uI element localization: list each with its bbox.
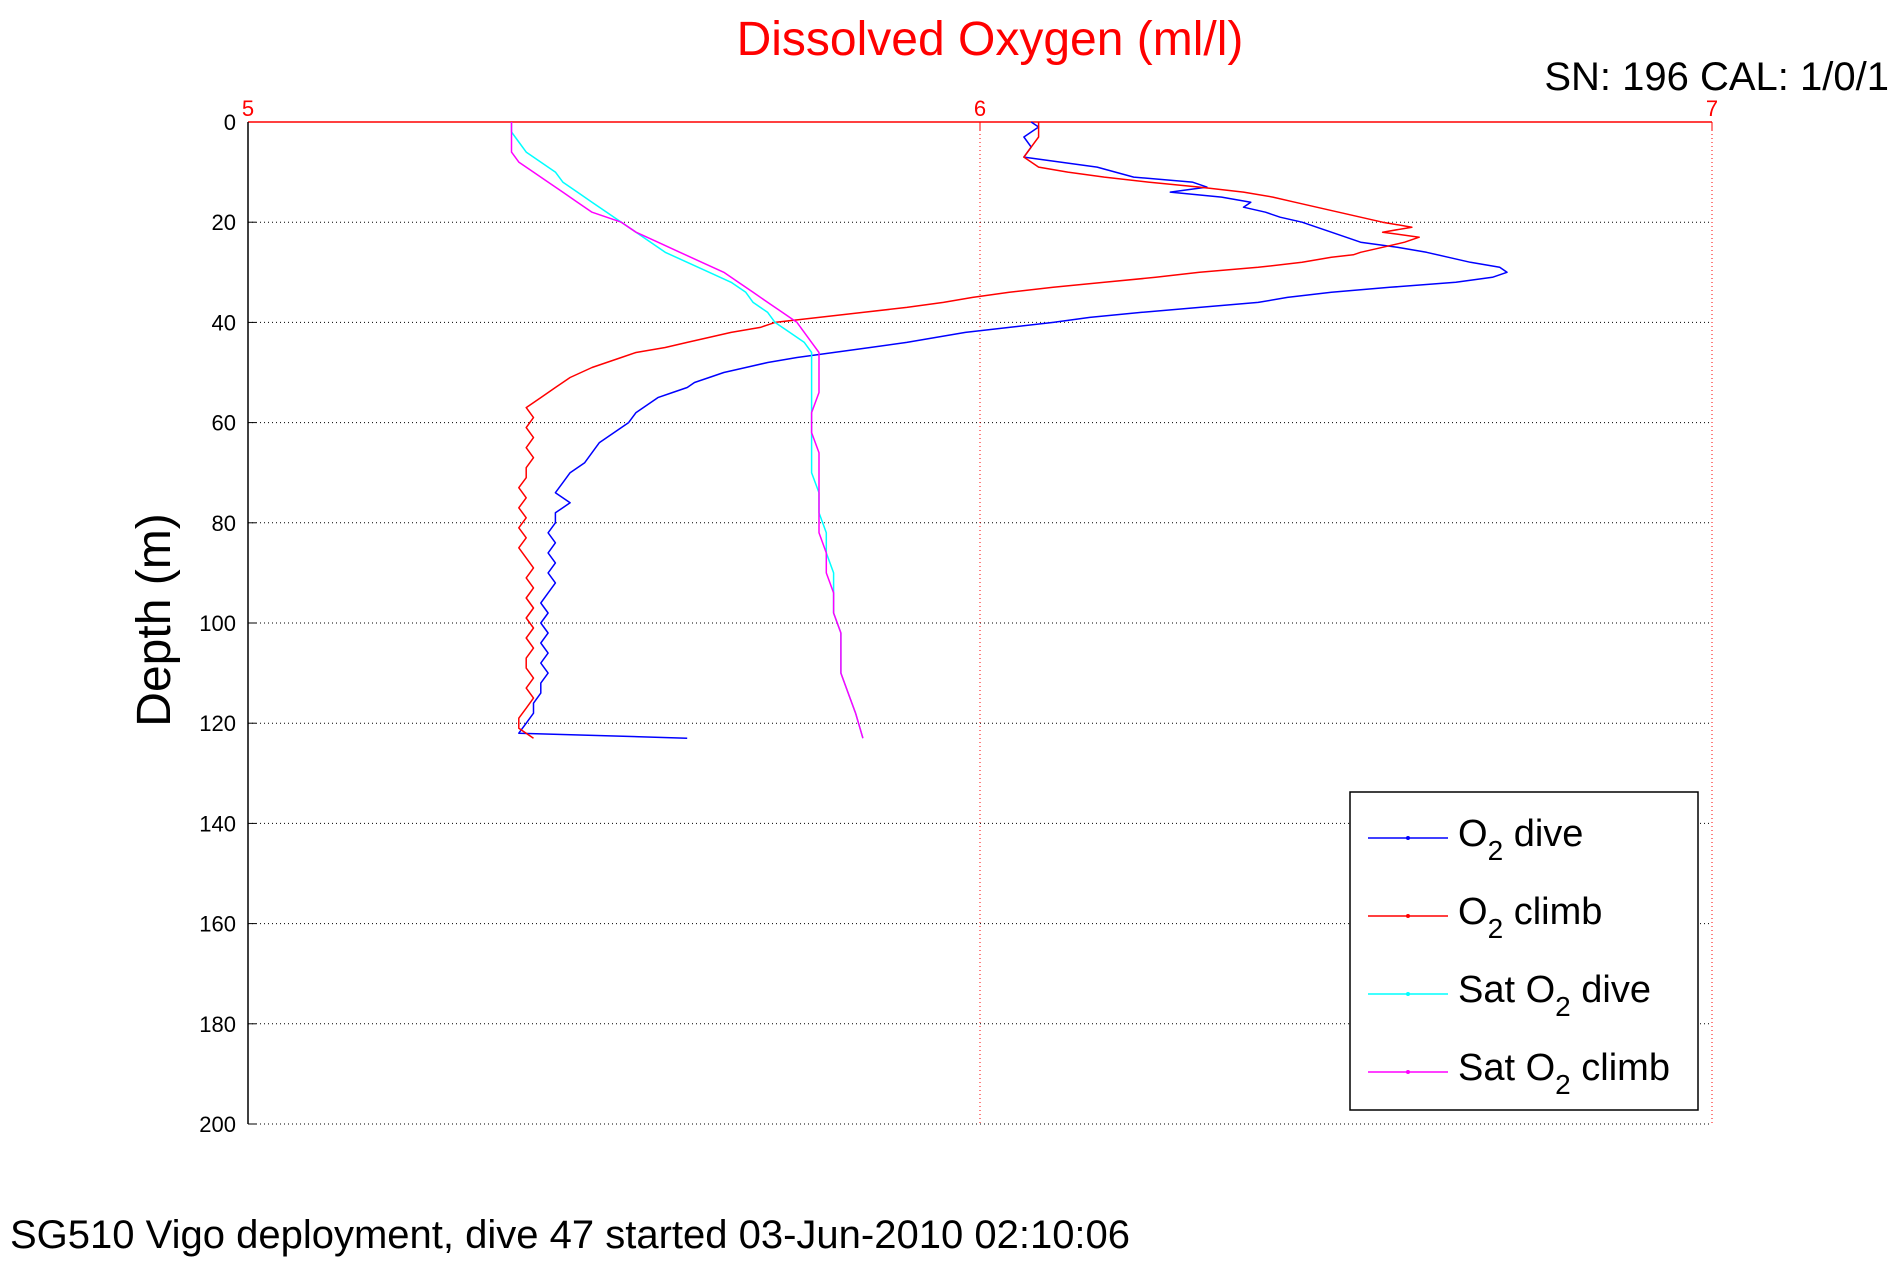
chart-title: Dissolved Oxygen (ml/l) [737, 13, 1244, 66]
y-axis-label: Depth (m) [128, 513, 181, 726]
legend-marker [1406, 1070, 1410, 1074]
legend-entry-main: O [1458, 891, 1488, 933]
y-tick-label: 140 [199, 811, 236, 836]
x-tick-label: 5 [242, 96, 254, 121]
legend-entry-label: O2 climb [1458, 891, 1602, 944]
y-tick-label: 80 [212, 511, 236, 536]
x-tick-label: 6 [974, 96, 986, 121]
y-tick-label: 120 [199, 711, 236, 736]
legend-entry-label: Sat O2 climb [1458, 1047, 1670, 1100]
y-tick-label: 160 [199, 912, 236, 937]
y-tick-label: 40 [212, 310, 236, 335]
y-tick-label: 200 [199, 1112, 236, 1137]
legend-entry-rest: climb [1571, 1047, 1670, 1089]
legend-entry-label: Sat O2 dive [1458, 969, 1651, 1022]
legend-marker [1406, 992, 1410, 996]
y-tick-label: 20 [212, 210, 236, 235]
legend-entry-main: Sat O [1458, 969, 1555, 1011]
legend-entry-subscript: 2 [1488, 913, 1504, 944]
legend-entry-main: Sat O [1458, 1047, 1555, 1089]
axes: 0 20 40 60 80 100 120 140 160 180 200 5 6 7 [199, 96, 1718, 1137]
y-tick-label: 0 [224, 110, 236, 135]
serial-calibration-label: SN: 196 CAL: 1/0/1 [1544, 55, 1889, 99]
y-tick-label: 100 [199, 611, 236, 636]
legend-entry-subscript: 2 [1488, 835, 1504, 866]
legend-entry-rest: climb [1503, 891, 1602, 933]
series-lines [510, 121, 1508, 739]
legend-box [1349, 791, 1699, 1111]
legend-entry-subscript: 2 [1555, 991, 1571, 1022]
legend-entry-rest: dive [1503, 813, 1583, 855]
grid [248, 122, 1712, 1124]
series-line-1 [518, 122, 1420, 739]
y-tick-label: 60 [212, 411, 236, 436]
series-line-0 [518, 121, 1508, 739]
legend-marker [1406, 914, 1410, 918]
x-tick-label: 7 [1706, 96, 1718, 121]
legend-marker [1406, 836, 1410, 840]
legend-entry-label: O2 dive [1458, 813, 1583, 866]
series-line-2 [510, 122, 864, 739]
y-tick-label: 180 [199, 1012, 236, 1037]
dive-footer-caption: SG510 Vigo deployment, dive 47 started 0… [10, 1213, 1130, 1257]
legend-entry-rest: dive [1571, 969, 1651, 1011]
series-line-3 [510, 122, 864, 739]
legend-entry-main: O [1458, 813, 1488, 855]
legend-entry-subscript: 2 [1555, 1069, 1571, 1100]
